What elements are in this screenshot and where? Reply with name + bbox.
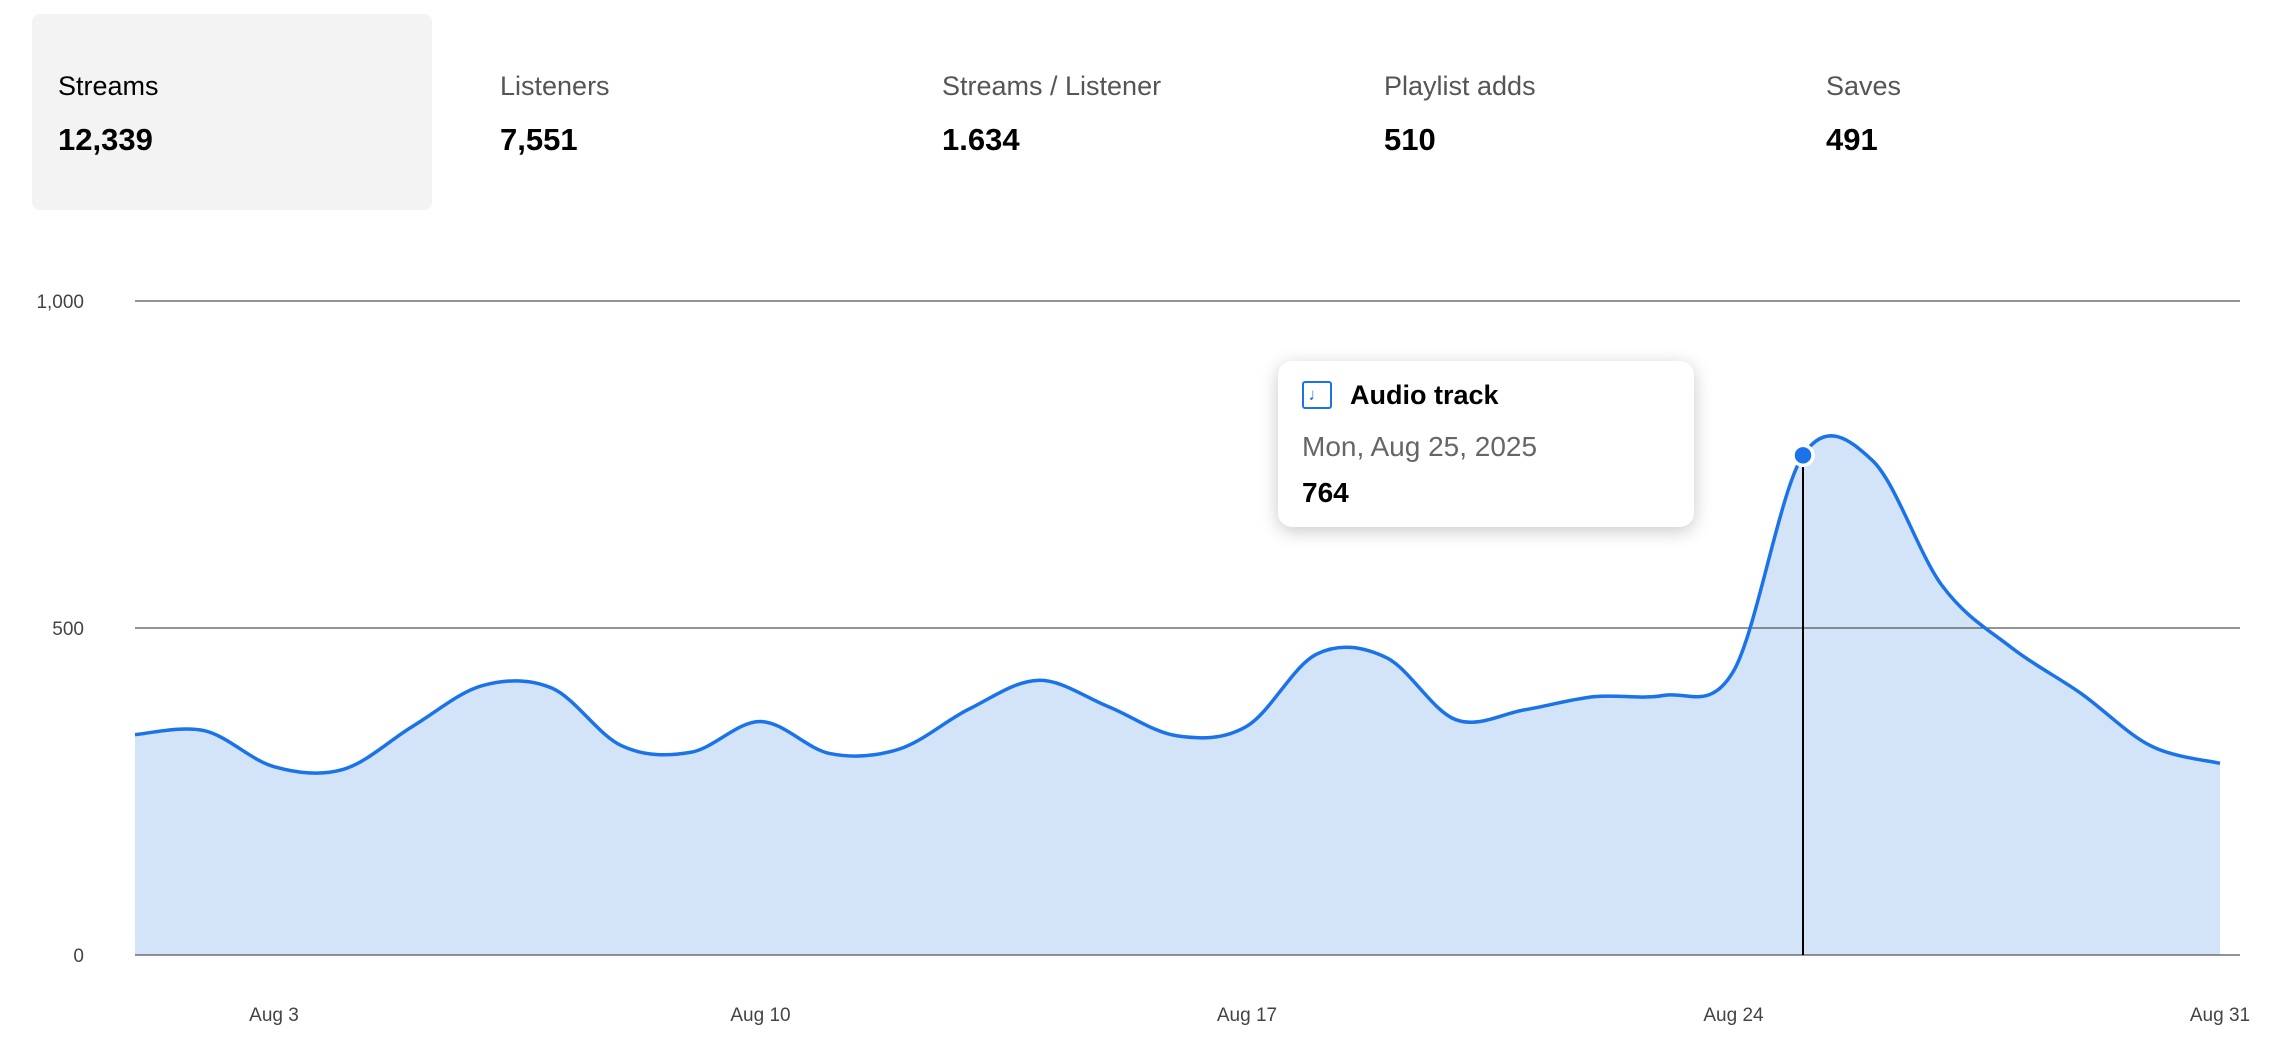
x-tick-label: Aug 17 <box>1217 1005 1277 1026</box>
metric-tab-saves[interactable]: Saves 491 <box>1800 14 2200 210</box>
x-tick-label: Aug 24 <box>1703 1005 1764 1026</box>
music-note-icon: ♩ <box>1302 381 1332 409</box>
streams-area-chart[interactable]: 0 500 1,000 Aug 3 Aug 10 Aug 17 Aug 24 Aug 31 <box>0 240 2276 1060</box>
metric-label: Listeners <box>500 71 610 101</box>
x-tick-label: Aug 3 <box>249 1005 299 1026</box>
y-tick-label: 0 <box>73 946 84 967</box>
y-tick-label: 500 <box>52 619 84 640</box>
hover-marker <box>1791 443 1815 468</box>
metric-value: 510 <box>1384 122 1436 157</box>
metric-label: Streams <box>58 71 159 101</box>
metric-value: 491 <box>1826 122 1878 157</box>
metric-label: Streams / Listener <box>942 71 1162 101</box>
tooltip-value: 764 <box>1302 477 1349 508</box>
x-tick-label: Aug 10 <box>730 1005 790 1026</box>
x-tick-label: Aug 31 <box>2190 1005 2250 1026</box>
metric-tab-streams-per-listener[interactable]: Streams / Listener 1.634 <box>916 14 1316 210</box>
y-tick-label: 1,000 <box>36 292 84 313</box>
metric-value: 12,339 <box>58 122 153 157</box>
metric-tab-listeners[interactable]: Listeners 7,551 <box>474 14 874 210</box>
metric-tab-streams[interactable]: Streams 12,339 <box>32 14 432 210</box>
metric-tab-playlist-adds[interactable]: Playlist adds 510 <box>1358 14 1758 210</box>
metric-label: Saves <box>1826 71 1902 101</box>
chart-tooltip: ♩ Audio track Mon, Aug 25, 2025 764 <box>1278 361 1694 527</box>
metric-value: 7,551 <box>500 122 578 157</box>
tooltip-series-name: Audio track <box>1350 380 1499 410</box>
tooltip-date: Mon, Aug 25, 2025 <box>1302 431 1538 462</box>
metric-label: Playlist adds <box>1384 71 1536 101</box>
series-line <box>134 434 2221 775</box>
series-area <box>135 435 2220 955</box>
metric-tabs: Streams 12,339 Listeners 7,551 Streams /… <box>32 14 2252 210</box>
metric-value: 1.634 <box>942 122 1020 157</box>
